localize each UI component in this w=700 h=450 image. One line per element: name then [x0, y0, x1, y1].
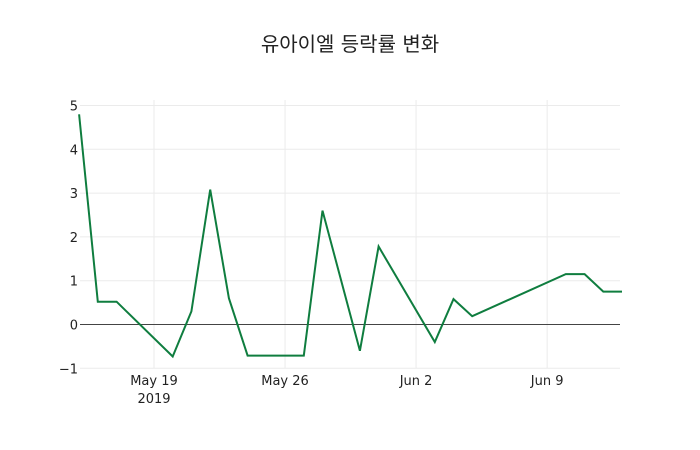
- x-tick-year-label: 2019: [137, 392, 170, 407]
- data-series: [78, 114, 622, 359]
- series-line: [78, 114, 622, 359]
- y-tick-label: −1: [59, 362, 78, 377]
- y-tick-label: 4: [70, 143, 78, 158]
- x-tick-label: Jun 9: [530, 374, 564, 389]
- y-tick-label: 3: [70, 187, 78, 202]
- y-tick-label: 5: [70, 100, 78, 115]
- y-tick-label: 1: [70, 275, 78, 290]
- x-tick-label: May 26: [261, 374, 309, 389]
- y-tick-label: 0: [70, 319, 78, 334]
- x-tick-label: May 19: [130, 374, 178, 389]
- grid-lines: [80, 100, 620, 369]
- y-tick-label: 2: [70, 231, 78, 246]
- axes: −1 0 1 2 3 4 5 May 19 2019 May 26 Jun 2 Jun 9: [59, 100, 620, 407]
- chart-title: 유아이엘 등락률 변화: [260, 32, 440, 56]
- x-tick-label: Jun 2: [399, 374, 433, 389]
